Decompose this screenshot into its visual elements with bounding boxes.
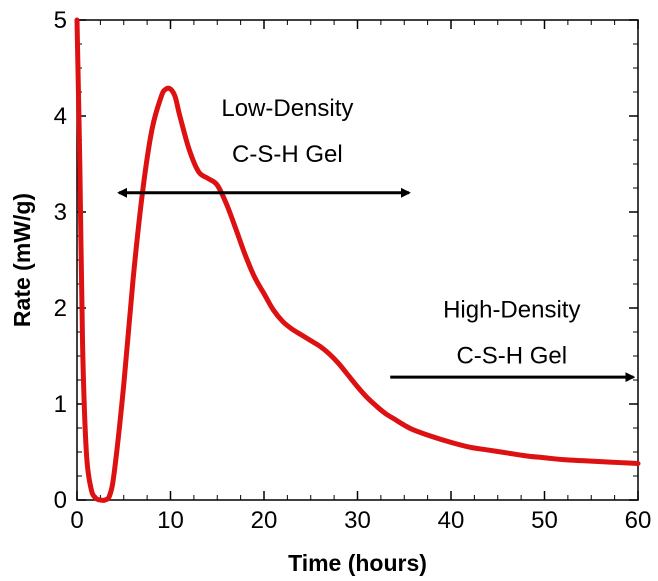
annotation-label-line2: C-S-H Gel: [456, 343, 567, 370]
annotation-label-line2: C-S-H Gel: [232, 141, 343, 168]
series-line: [74, 17, 641, 503]
y-axis-title: Rate (mW/g): [9, 193, 35, 327]
x-tick-label: 0: [70, 507, 83, 534]
x-tick-label: 60: [625, 507, 652, 534]
y-tick-label: 4: [54, 103, 67, 130]
y-tick-label: 1: [54, 391, 67, 418]
x-tick-label: 20: [251, 507, 278, 534]
x-tick-label: 50: [531, 507, 558, 534]
y-tick-label: 3: [54, 199, 67, 226]
annotations-group: Low-Density C-S-H Gel High-Density C-S-H Ge…: [117, 95, 636, 383]
y-tick-label: 0: [54, 487, 67, 514]
annotation-label-line1: Low-Density: [221, 95, 353, 122]
x-tick-label: 40: [438, 507, 465, 534]
axis-tick-labels: 0 10 20 30 40 50 60 0 1 2 3 4 5: [54, 7, 652, 534]
x-tick-label: 10: [157, 507, 184, 534]
series-group: [74, 17, 641, 503]
y-tick-label: 5: [54, 7, 67, 34]
annotation-label-line1: High-Density: [443, 297, 580, 324]
y-tick-label: 2: [54, 295, 67, 322]
x-axis-title: Time (hours): [288, 550, 427, 576]
x-tick-label: 30: [344, 507, 371, 534]
